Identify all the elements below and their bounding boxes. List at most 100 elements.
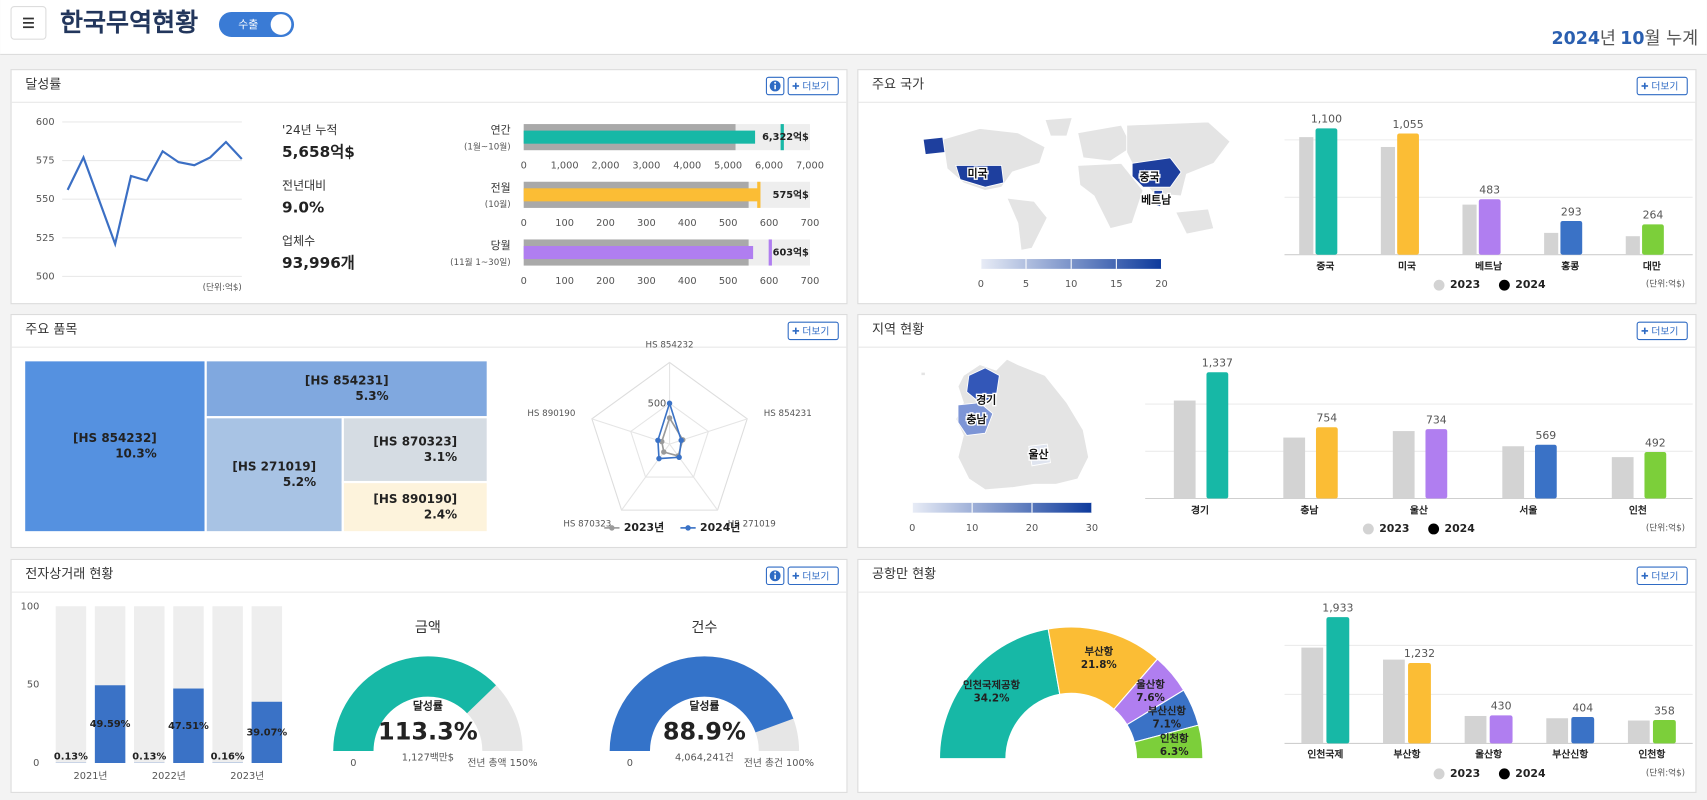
gauge-value (609, 656, 794, 752)
map-land (1175, 208, 1215, 235)
more-button-box[interactable] (787, 321, 839, 341)
scale-tick-label: 20 (1026, 523, 1038, 534)
y-tick-label: 500 (36, 271, 55, 282)
stat-value: 5,658억$ (282, 143, 355, 161)
bar-track (212, 606, 243, 763)
bar (1383, 659, 1405, 744)
x-tick-label: 2022년 (152, 770, 186, 782)
x-tick-label: 0 (521, 160, 527, 171)
radar-axis-label: HS 890190 (527, 409, 575, 419)
menu-button[interactable] (10, 5, 47, 40)
radar-ring (630, 402, 710, 478)
toggle-label: 수출 (238, 18, 258, 31)
more-button-box[interactable] (1636, 566, 1688, 586)
x-tick-label: 인천항 (1638, 747, 1665, 760)
radar-axis (621, 443, 670, 511)
y-tick-label: 0 (33, 758, 39, 769)
more-button[interactable]: 더보기 (787, 566, 839, 586)
data-label: 358 (1654, 704, 1675, 717)
gauge-center-label: 달성률 (689, 698, 719, 712)
more-button-box[interactable] (787, 566, 839, 586)
more-button-box[interactable] (787, 76, 839, 96)
scale-tick-label: 0 (909, 523, 915, 534)
info-button[interactable] (765, 76, 785, 96)
gauge-title: 금액 (415, 620, 441, 636)
x-tick-label: 인천국제 (1307, 747, 1343, 760)
more-button[interactable]: 더보기 (787, 76, 839, 96)
more-button-box[interactable] (1636, 76, 1688, 96)
scale-tick-label: 10 (966, 523, 978, 534)
legend-label: 2024 (1445, 522, 1476, 535)
bar (1546, 718, 1569, 744)
more-button-box[interactable] (1636, 321, 1688, 341)
x-tick-label: 300 (637, 276, 656, 287)
more-button[interactable]: 더보기 (787, 321, 839, 341)
bar (1326, 617, 1350, 744)
bar (1652, 720, 1676, 744)
panel-title: 주요 품목 (25, 322, 77, 337)
bullet-actual (523, 130, 756, 144)
bullet-target-label: 575억$ (773, 189, 809, 201)
gauge-value-label: 113.3% (378, 718, 478, 746)
data-label: 47.51% (168, 721, 209, 732)
data-label: 39.07% (246, 727, 287, 738)
treemap-cell (204, 359, 489, 419)
treemap-label: [HS 870323] (373, 435, 457, 449)
x-tick-label: 700 (801, 276, 820, 287)
info-icon-dot (774, 571, 777, 574)
gauge-center-label: 달성률 (413, 698, 443, 712)
bar (1283, 437, 1306, 499)
data-label: 0.13% (54, 751, 88, 762)
data-label: 734 (1426, 413, 1447, 426)
x-tick-label: 4,000 (673, 160, 701, 171)
bar (173, 688, 204, 763)
more-button[interactable]: 더보기 (1636, 76, 1688, 96)
legend-label: 2023 (1379, 522, 1409, 535)
treemap-label: [HS 854232] (73, 431, 157, 445)
scale-tick-label: 10 (1065, 279, 1077, 290)
map-region (1028, 443, 1052, 467)
gauge-value (333, 656, 496, 752)
map-land (920, 371, 926, 376)
donut-value: 34.2% (974, 692, 1010, 704)
more-button[interactable]: 더보기 (1636, 566, 1688, 586)
stat-label: 업체수 (282, 234, 315, 248)
bullet-sublabel: (10월) (485, 198, 511, 210)
x-tick-label: 1,000 (551, 160, 579, 171)
y-tick-label: 50 (27, 680, 39, 691)
bar (251, 701, 283, 763)
data-label: 754 (1316, 412, 1337, 425)
radar-axis-label: HS 854231 (764, 409, 812, 419)
line (66, 140, 243, 248)
info-button[interactable] (765, 566, 785, 586)
donut-label: 울산항 (1136, 678, 1165, 691)
bar (1315, 427, 1338, 499)
bar-track (55, 606, 87, 763)
radar-frame (591, 361, 748, 511)
toggle[interactable]: 수출 (218, 11, 295, 38)
bullet-sublabel: (11월 1~30일) (450, 256, 510, 268)
map-land (1006, 197, 1048, 251)
map-label: 베트남 (1141, 192, 1171, 206)
bar (1425, 429, 1448, 499)
bar (1642, 224, 1664, 255)
x-tick-label: 경기 (1191, 503, 1209, 516)
more-button[interactable]: 더보기 (1636, 321, 1688, 341)
bar (1625, 236, 1640, 255)
radar-point (656, 455, 662, 462)
legend-swatch (1362, 523, 1374, 535)
radar-point (655, 437, 661, 444)
donut-segment (1133, 724, 1204, 760)
map-label: 중국 (1140, 170, 1160, 183)
x-tick-label: 대만 (1643, 260, 1661, 273)
map-land (1044, 117, 1073, 137)
scale-tick-label: 5 (1023, 279, 1029, 290)
bar (1489, 715, 1513, 744)
bar (1502, 446, 1525, 499)
bar (1611, 457, 1634, 499)
x-tick-label: 5,000 (714, 160, 742, 171)
data-label: 430 (1491, 700, 1512, 713)
donut-value: 6.3% (1160, 746, 1189, 758)
treemap-value: 5.2% (283, 475, 316, 489)
x-tick-label: 100 (555, 218, 574, 229)
